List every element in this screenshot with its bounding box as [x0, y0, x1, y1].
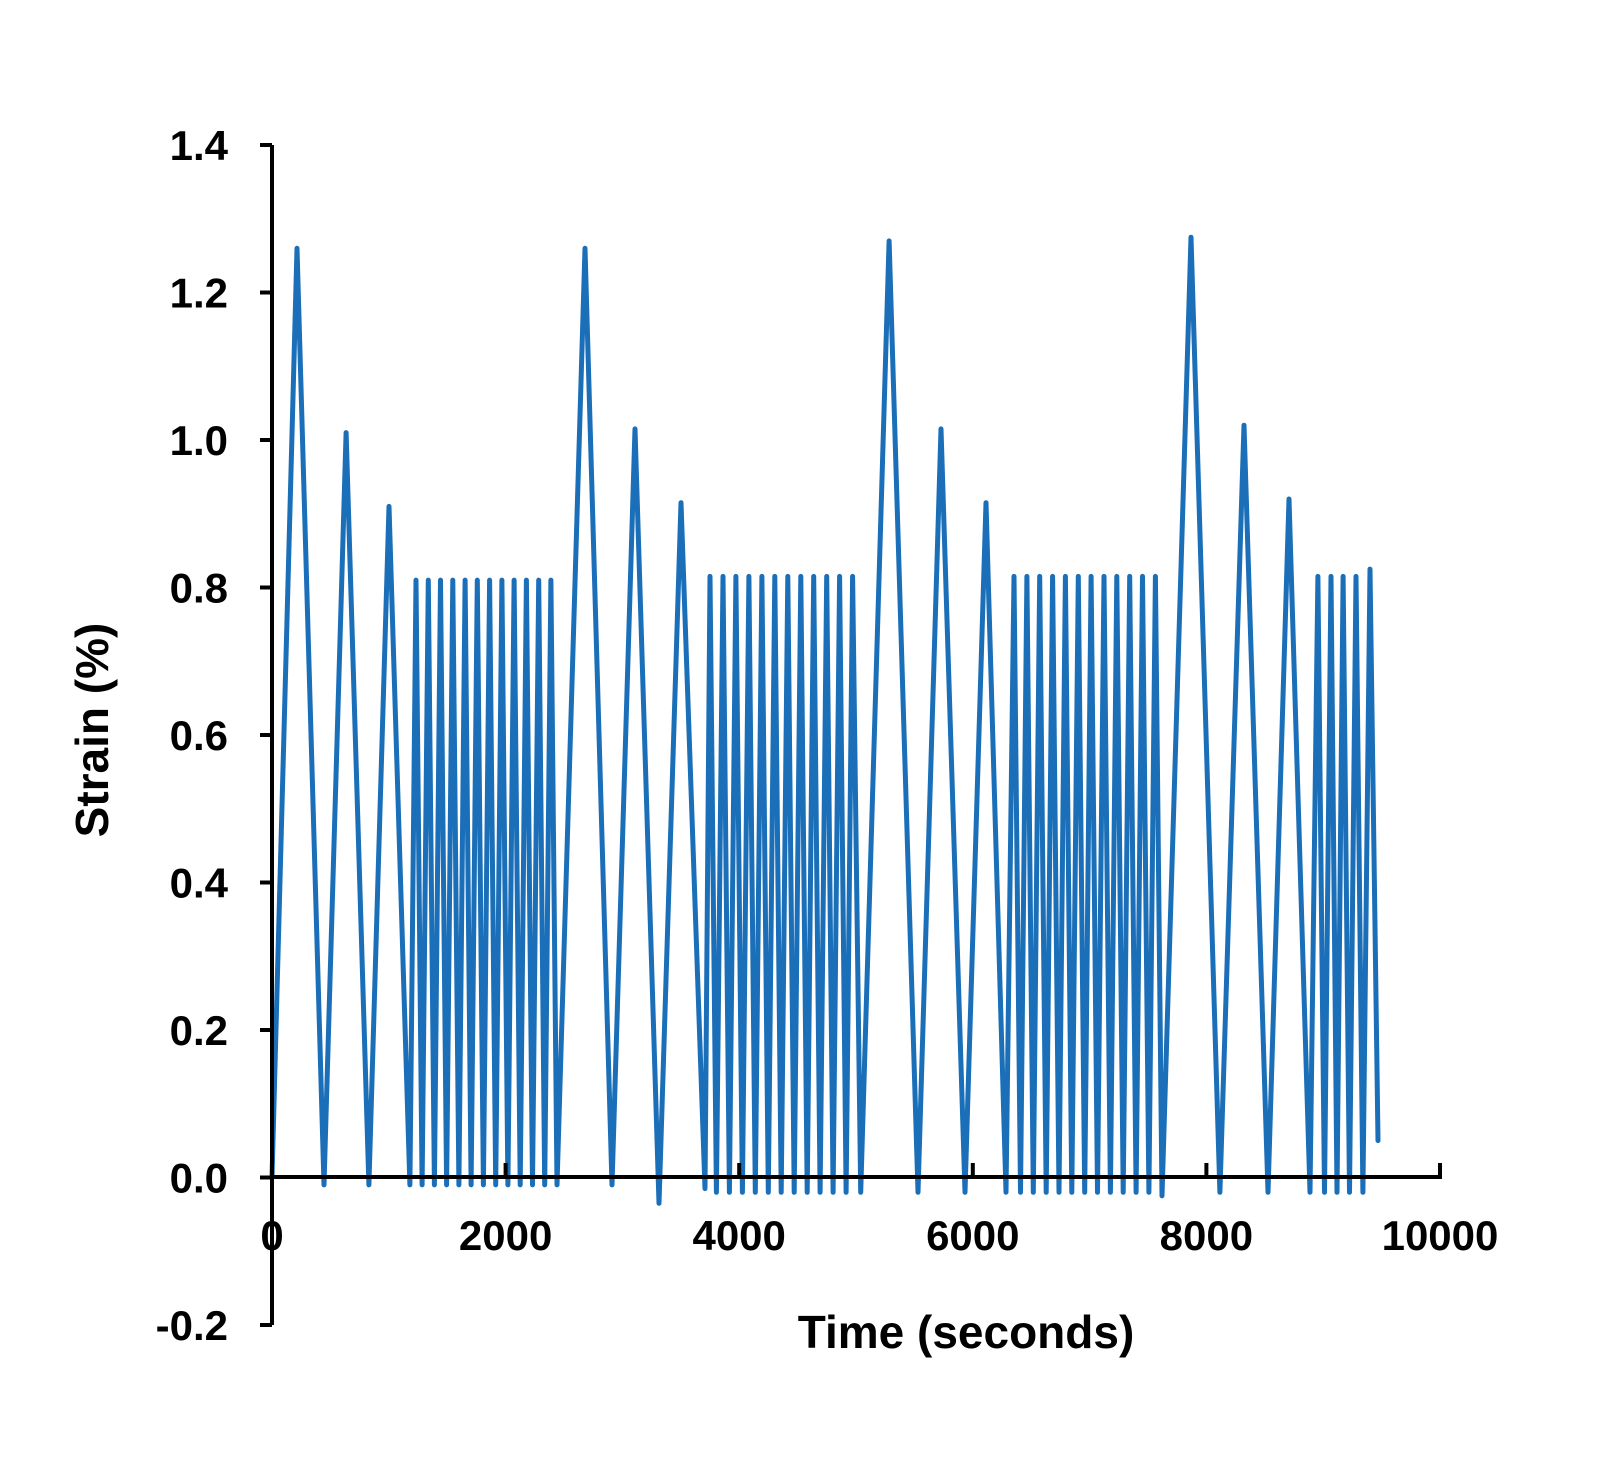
y-tick-label: 1.4 [170, 122, 229, 169]
x-ticks: 0 2000 4000 6000 8000 10000 [260, 1163, 1498, 1259]
y-tick-label: 0.6 [170, 712, 228, 759]
y-tick-label: 1.2 [170, 270, 228, 317]
series-layer [269, 234, 1381, 1206]
y-axis-label: Strain (%) [66, 623, 118, 838]
y-ticks: -0.2 0.0 0.2 0.4 0.6 0.8 1.0 1.2 1.4 [156, 122, 272, 1349]
y-tick-label: 1.0 [170, 417, 228, 464]
x-tick-label: 4000 [692, 1212, 785, 1259]
x-tick-label: 8000 [1160, 1212, 1253, 1259]
x-axis-label: Time (seconds) [798, 1306, 1135, 1358]
x-tick-label: 0 [260, 1212, 283, 1259]
y-tick-label: 0.4 [170, 860, 229, 907]
x-tick-label: 6000 [926, 1212, 1019, 1259]
x-tick-label: 2000 [459, 1212, 552, 1259]
y-tick-label: 0.0 [170, 1155, 228, 1202]
y-tick-label: 0.8 [170, 565, 228, 612]
series-line-strain [269, 234, 1381, 1206]
y-tick-label: 0.2 [170, 1007, 228, 1054]
y-tick-label: -0.2 [156, 1302, 228, 1349]
x-tick-label: 10000 [1382, 1212, 1499, 1259]
